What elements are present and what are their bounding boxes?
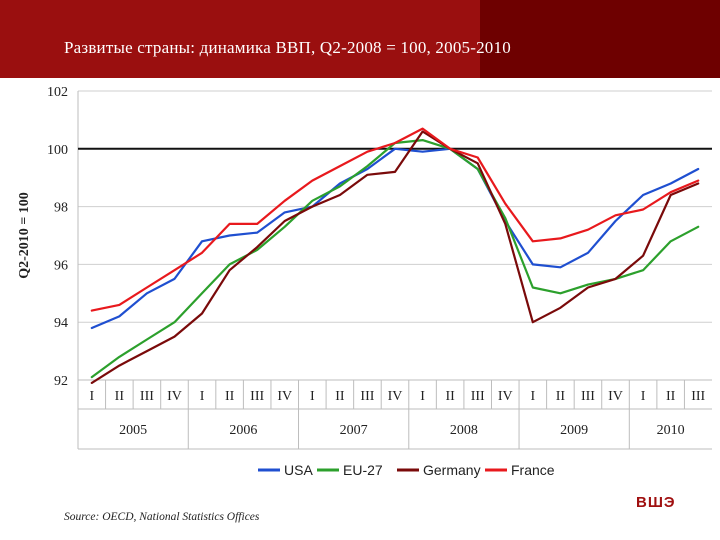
x-tick-label-quarter: IV — [167, 389, 182, 404]
header-banner-dark — [480, 0, 720, 78]
x-tick-label-quarter: II — [335, 389, 345, 404]
x-tick-label-quarter: IV — [277, 389, 292, 404]
x-tick-label-quarter: II — [225, 389, 235, 404]
page-title: Развитые страны: динамика ВВП, Q2-2008 =… — [64, 38, 511, 57]
x-tick-label-year: 2008 — [450, 423, 478, 438]
x-tick-label-year: 2009 — [560, 423, 588, 438]
x-tick-label-year: 2010 — [657, 423, 685, 438]
x-tick-label-year: 2006 — [229, 423, 257, 438]
series-line-germany — [90, 130, 700, 384]
y-tick-label-94: 94 — [54, 316, 68, 331]
series-line-eu-27 — [90, 138, 700, 379]
legend-label-france: France — [511, 462, 555, 478]
x-tick-label-quarter: III — [360, 389, 374, 404]
header-banner: Развитые страны: динамика ВВП, Q2-2008 =… — [0, 0, 720, 78]
y-tick-label-100: 100 — [47, 143, 68, 158]
x-tick-label-quarter: IV — [608, 389, 623, 404]
x-tick-label-quarter: I — [310, 389, 315, 404]
x-tick-label-quarter: III — [691, 389, 705, 404]
y-tick-label-92: 92 — [54, 374, 68, 389]
x-tick-label-quarter: II — [556, 389, 566, 404]
y-axis-label: Q2-2010 = 100 — [17, 192, 32, 279]
x-tick-label-quarter: III — [140, 389, 154, 404]
x-tick-label-year: 2007 — [340, 423, 368, 438]
x-tick-label-quarter: IV — [498, 389, 513, 404]
x-tick-label-quarter: III — [581, 389, 595, 404]
x-tick-label-quarter: I — [200, 389, 205, 404]
legend-label-germany: Germany — [423, 462, 481, 478]
x-tick-label-quarter: I — [530, 389, 535, 404]
x-tick-label-quarter: III — [471, 389, 485, 404]
x-tick-label-quarter: I — [641, 389, 646, 404]
hse-logo: ВШЭ — [636, 494, 676, 511]
y-tick-label-98: 98 — [54, 201, 68, 216]
series-line-usa — [90, 147, 700, 330]
x-tick-label-quarter: I — [89, 389, 94, 404]
legend-label-eu-27: EU-27 — [343, 462, 383, 478]
legend-label-usa: USA — [284, 462, 313, 478]
source-note: Source: OECD, National Statistics Office… — [64, 511, 260, 523]
y-tick-label-102: 102 — [47, 85, 68, 100]
y-tick-label-96: 96 — [54, 258, 68, 273]
series-line-france — [90, 127, 700, 312]
x-tick-label-quarter: II — [115, 389, 125, 404]
x-tick-label-quarter: II — [445, 389, 455, 404]
x-tick-label-quarter: II — [666, 389, 676, 404]
x-tick-label-quarter: III — [250, 389, 264, 404]
x-tick-label-quarter: IV — [388, 389, 403, 404]
x-tick-label-quarter: I — [420, 389, 425, 404]
x-tick-label-year: 2005 — [119, 423, 147, 438]
